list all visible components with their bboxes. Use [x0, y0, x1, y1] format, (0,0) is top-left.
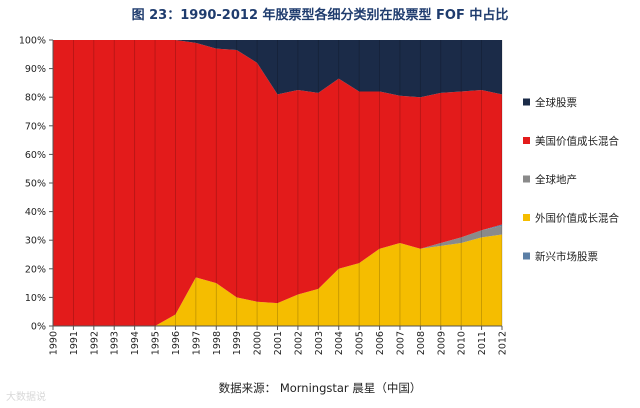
x-tick-label: 1998 [212, 331, 223, 355]
x-tick-label: 2009 [436, 331, 447, 355]
chart-title: 图 23：1990-2012 年股票型各细分类别在股票型 FOF 中占比 [131, 8, 509, 23]
legend-swatch [523, 175, 530, 183]
source-note: 数据来源： Morningstar 晨星（中国） [218, 381, 422, 395]
x-tick-label: 2003 [314, 331, 325, 355]
x-tick-label: 2006 [375, 331, 386, 355]
y-axis-ticks: 0% 10% 20% 30% 40% 50% 60% 70% 80% 90% 100% [19, 36, 53, 333]
x-tick-label: 1991 [69, 331, 80, 355]
x-tick-label: 2000 [253, 331, 264, 355]
y-tick-label: 10% [25, 293, 46, 304]
legend-swatch [523, 252, 530, 260]
x-tick-label: 2011 [477, 331, 488, 355]
x-tick-label: 1996 [171, 331, 182, 355]
y-tick-label: 30% [25, 236, 46, 247]
legend-label: 全球股票 [535, 96, 577, 109]
y-tick-label: 20% [25, 264, 46, 275]
y-tick-label: 100% [19, 36, 46, 47]
y-tick-label: 90% [25, 64, 46, 75]
x-tick-label: 1994 [130, 331, 141, 355]
x-axis-ticks: 1990 1991 1992 1993 1994 1995 1996 1997 1998 1999… [49, 326, 509, 355]
x-tick-label: 2010 [457, 331, 468, 355]
watermark-logo: 大数据说 [6, 392, 46, 403]
legend-label: 外国价值成长混合 [535, 212, 619, 225]
y-tick-label: 0% [31, 322, 46, 333]
legend-label: 全球地产 [535, 173, 577, 186]
legend-swatch [523, 214, 530, 221]
area-series-外国价值成长混合 [53, 234, 502, 326]
x-tick-label: 2005 [355, 331, 366, 355]
y-tick-label: 60% [25, 150, 46, 161]
area-layer [53, 40, 502, 326]
x-tick-label: 2012 [498, 331, 509, 355]
x-tick-label: 1992 [89, 331, 100, 355]
x-tick-label: 1993 [110, 331, 121, 355]
x-tick-label: 2001 [273, 331, 284, 355]
legend-label: 新兴市场股票 [535, 250, 598, 263]
legend-swatch [523, 98, 530, 106]
x-tick-label: 1997 [191, 331, 202, 355]
y-tick-label: 80% [25, 93, 46, 104]
y-tick-label: 70% [25, 121, 46, 132]
x-tick-label: 1999 [232, 331, 243, 355]
x-tick-label: 1995 [151, 331, 162, 355]
area-series-全球股票 [53, 40, 502, 98]
area-series-美国价值成长混合 [53, 40, 502, 326]
y-tick-label: 50% [25, 179, 46, 190]
x-tick-label: 2002 [293, 331, 304, 355]
legend-swatch [523, 137, 530, 144]
x-tick-label: 1990 [49, 331, 60, 355]
x-tick-label: 2008 [416, 331, 427, 355]
legend-label: 美国价值成长混合 [535, 135, 619, 148]
x-tick-label: 2004 [334, 331, 345, 355]
y-tick-label: 40% [25, 207, 46, 218]
x-tick-label: 2007 [395, 331, 406, 355]
